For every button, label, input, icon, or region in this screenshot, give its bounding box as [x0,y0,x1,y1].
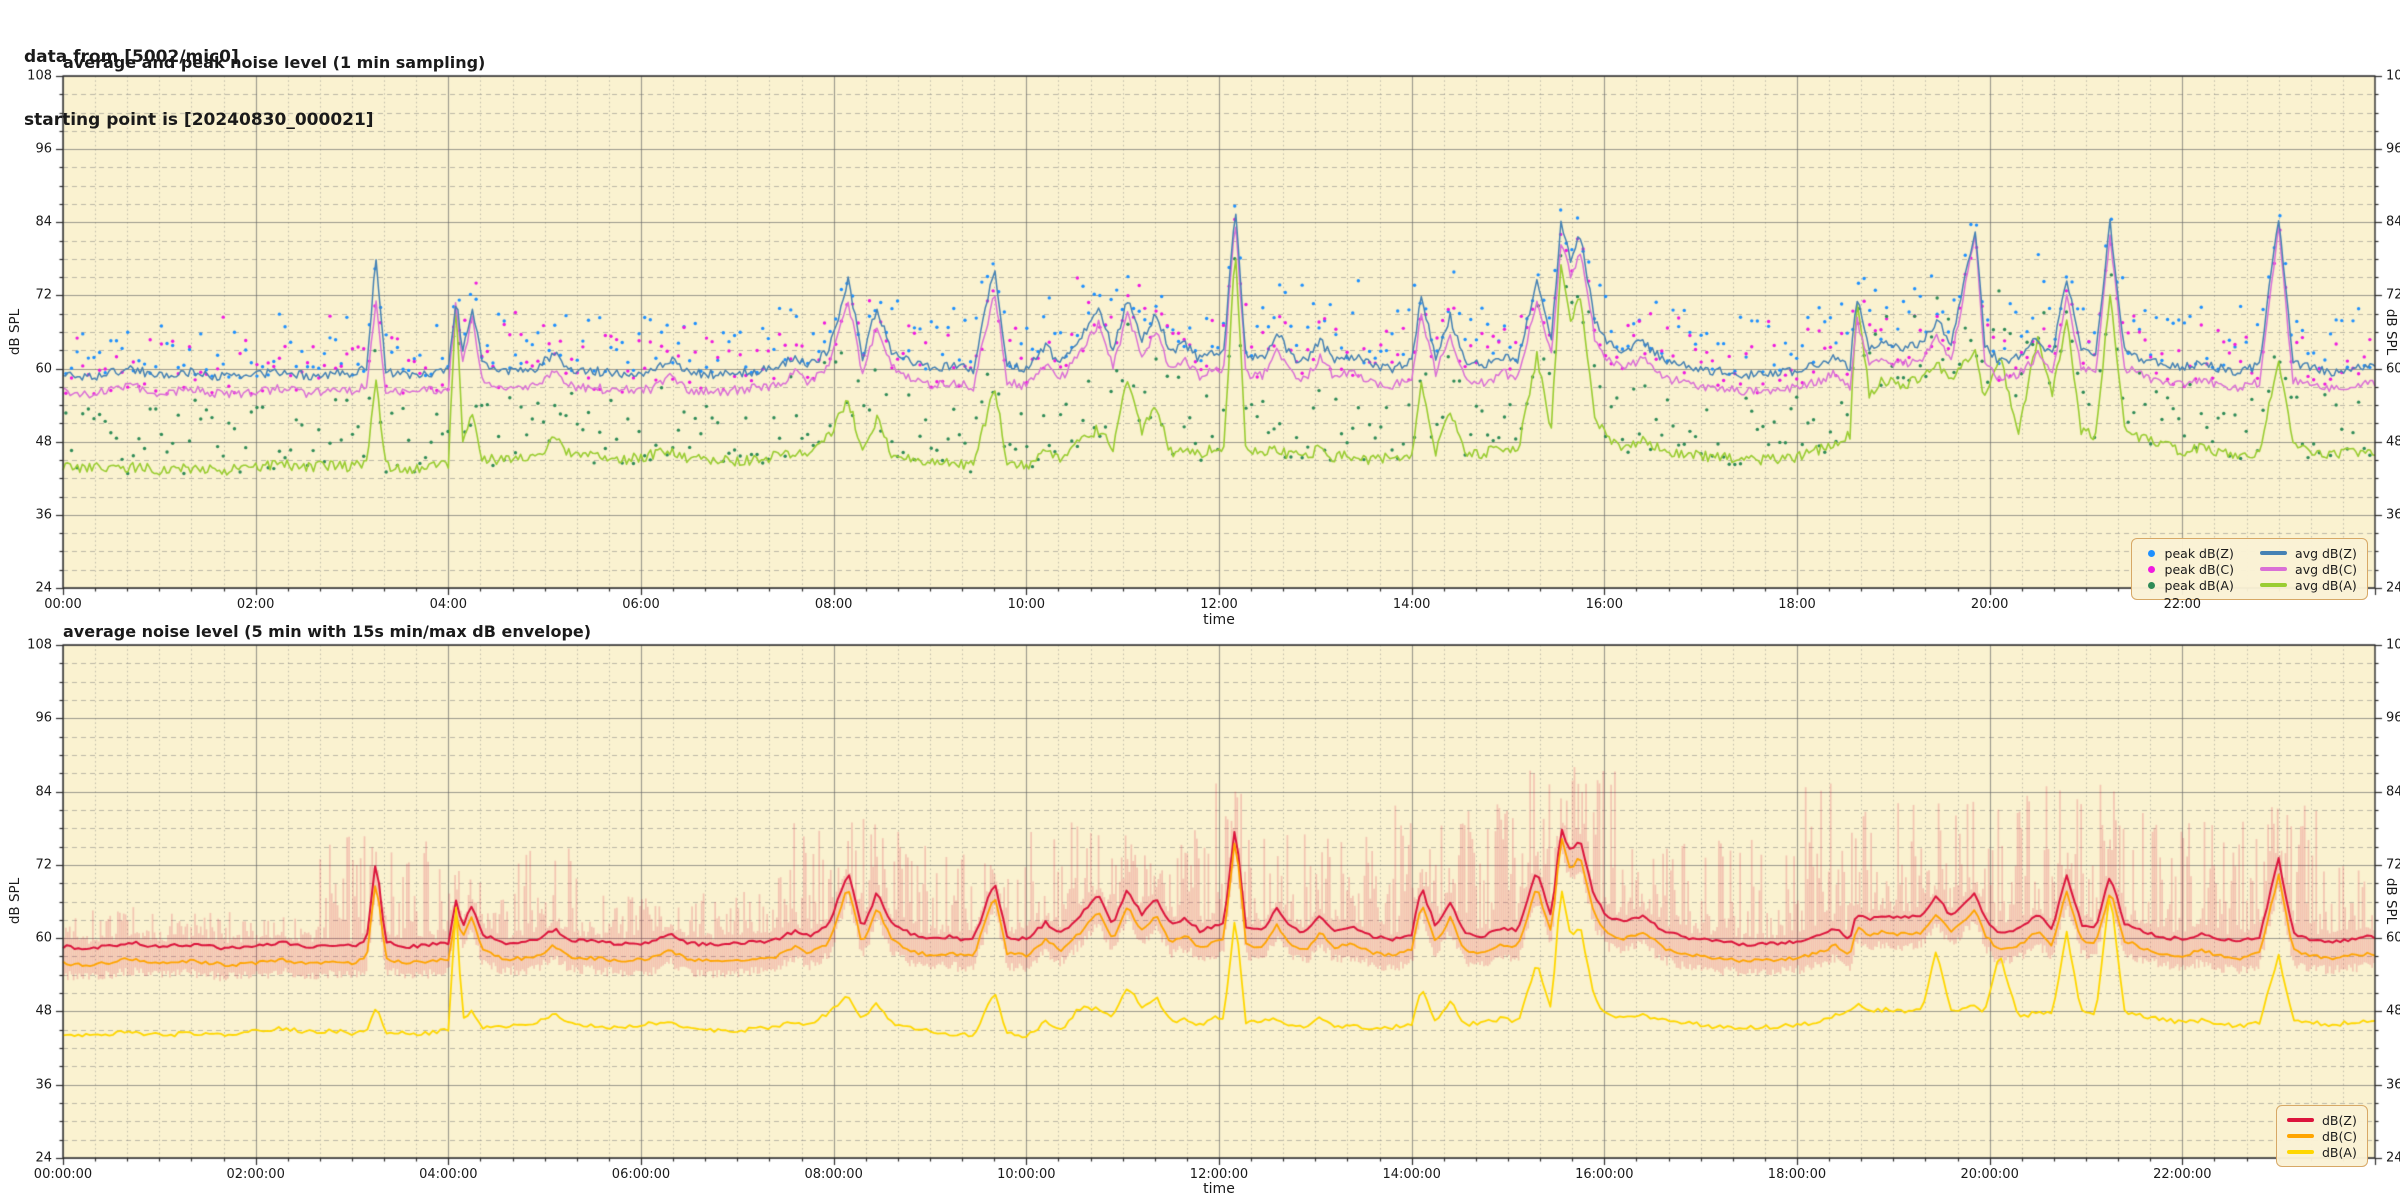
legend-label: avg dB(A) [2295,577,2357,593]
x-tick-label: 06:00:00 [611,1167,671,1182]
legend-label: avg dB(Z) [2295,545,2357,561]
legend-entry: peak dB(A) [2142,577,2235,593]
y-tick-label-left: 48 [35,1003,52,1019]
legend-line-swatch-icon [2287,1150,2314,1154]
y-tick-label-right: 60 [2386,361,2400,377]
legend-label: peak dB(A) [2164,577,2234,593]
legend-dot-swatch-icon [2147,565,2155,573]
legend-entry: dB(A) [2287,1144,2357,1160]
legend-entry: dB(Z) [2287,1112,2357,1128]
legend-line-swatch-icon [2260,583,2288,587]
x-tick-label: 02:00 [236,597,275,612]
legend-label: peak dB(Z) [2164,545,2234,561]
y-tick-label-left: 108 [27,68,52,84]
x-tick-label: 20:00 [1970,597,2009,612]
x-tick-label: 22:00:00 [2153,1167,2212,1182]
legend-entry: avg dB(A) [2260,577,2357,593]
x-tick-label: 12:00:00 [1189,1167,1249,1182]
y-tick-label-right: 48 [2386,1003,2400,1019]
y-tick-label-right: 24 [2386,580,2400,596]
x-tick-label: 02:00:00 [226,1167,285,1182]
y-tick-label-left: 60 [35,361,52,377]
x-tick-label: 08:00:00 [804,1167,863,1182]
x-tick-label: 12:00 [1200,597,1238,612]
legend-label: dB(A) [2322,1144,2357,1160]
y-tick-label-left: 24 [35,1150,52,1166]
chart2-ylabel-right: dB SPL [2383,877,2399,925]
x-tick-label: 06:00 [622,597,660,612]
legend-label: peak dB(C) [2164,561,2235,577]
chart1-ylabel-left: dB SPL [7,308,23,356]
y-tick-label-right: 48 [2386,434,2400,450]
legend-entry: dB(C) [2287,1128,2357,1144]
y-tick-label-right: 84 [2386,784,2400,800]
legend-line-swatch-icon [2287,1118,2314,1122]
x-tick-label: 00:00 [44,597,82,612]
y-tick-label-right: 24 [2386,1150,2400,1166]
y-tick-label-right: 96 [2386,710,2400,726]
legend-entry: peak dB(C) [2142,561,2235,577]
y-tick-label-left: 60 [35,930,52,946]
x-tick-label: 18:00:00 [1767,1167,1827,1182]
chart2-ylabel-left: dB SPL [7,877,23,925]
y-tick-label-right: 84 [2386,214,2400,230]
chart1-legend: peak dB(Z) peak dB(C) peak dB(A) avg dB(Z) a… [2130,538,2368,600]
legend-entry: avg dB(C) [2260,561,2357,577]
y-tick-label-left: 96 [35,710,52,726]
x-tick-label: 10:00:00 [997,1167,1056,1182]
chart2-legend: dB(Z) dB(C) dB(A) [2276,1105,2368,1167]
x-tick-label: 18:00 [1778,597,1816,612]
y-tick-label-right: 72 [2386,287,2400,303]
chart1-ylabel-right: dB SPL [2383,308,2399,356]
y-tick-label-left: 96 [35,141,52,157]
chart2-xlabel: time [1203,1181,1235,1197]
x-tick-label: 16:00 [1585,597,1624,612]
legend-entry: peak dB(Z) [2142,545,2235,561]
y-tick-label-left: 72 [35,287,52,303]
y-tick-label-right: 72 [2386,857,2400,873]
y-tick-label-right: 60 [2386,930,2400,946]
legend-line-swatch-icon [2260,551,2288,555]
y-tick-label-left: 36 [35,1077,52,1093]
chart1-title: average and peak noise level (1 min samp… [63,53,486,72]
y-tick-label-left: 84 [35,214,52,230]
y-tick-label-right: 108 [2386,637,2400,653]
legend-dot-swatch-icon [2147,549,2155,557]
x-tick-label: 10:00 [1007,597,1046,612]
legend-line-swatch-icon [2260,567,2288,571]
legend-label: dB(C) [2322,1128,2357,1144]
header-line-start: starting point is [20240830_000021] [24,110,374,130]
legend-label: avg dB(C) [2295,561,2357,577]
y-tick-label-left: 48 [35,434,52,450]
legend-entry: avg dB(Z) [2260,545,2357,561]
y-tick-label-right: 108 [2386,68,2400,84]
chart2-title: average noise level (5 min with 15s min/… [63,622,592,641]
legend-dot-swatch-icon [2147,581,2155,589]
y-tick-label-left: 72 [35,857,52,873]
y-tick-label-right: 96 [2386,141,2400,157]
header-line-source: data from [5002/mic0] [24,47,239,67]
x-tick-label: 20:00:00 [1960,1167,2019,1182]
x-tick-label: 00:00:00 [33,1167,93,1182]
y-tick-label-left: 36 [35,507,52,523]
x-tick-label: 04:00:00 [419,1167,478,1182]
y-tick-label-left: 108 [27,637,52,653]
figure-header: data from [5002/mic0] starting point is … [24,5,374,173]
legend-line-swatch-icon [2287,1134,2314,1138]
x-tick-label: 08:00 [814,597,853,612]
x-tick-label: 04:00 [429,597,468,612]
y-tick-label-left: 24 [35,580,52,596]
y-tick-label-right: 36 [2386,1077,2400,1093]
x-tick-label: 14:00 [1392,597,1431,612]
chart1-xlabel: time [1203,612,1235,628]
legend-label: dB(Z) [2322,1112,2357,1128]
y-tick-label-right: 36 [2386,507,2400,523]
x-tick-label: 22:00 [2163,597,2202,612]
y-tick-label-left: 84 [35,784,52,800]
x-tick-label: 16:00:00 [1575,1167,1634,1182]
x-tick-label: 14:00:00 [1382,1167,1441,1182]
